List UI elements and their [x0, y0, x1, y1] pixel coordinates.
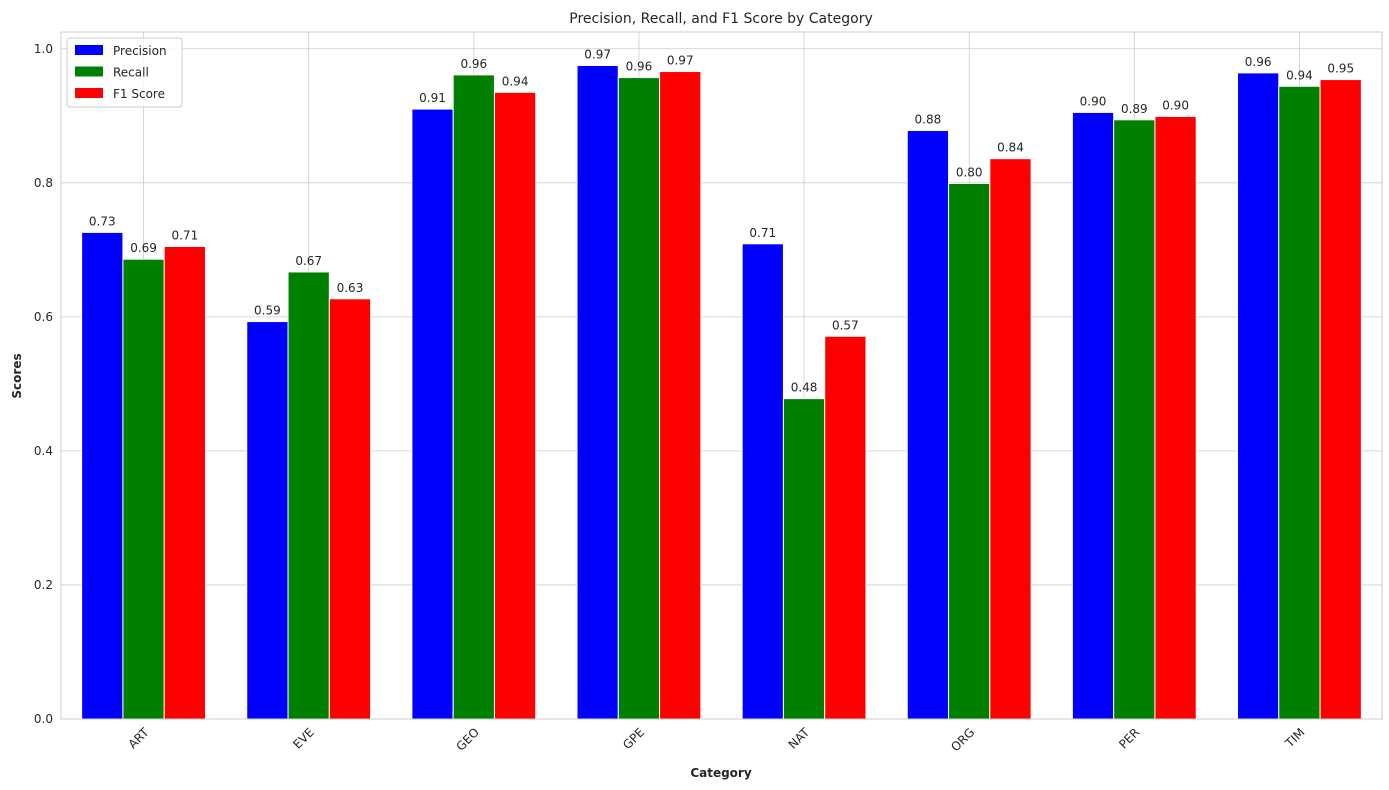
x-tick-label: GEO	[453, 725, 482, 754]
legend-label: F1 Score	[113, 87, 165, 101]
bar-precision	[741, 243, 784, 720]
bar-recall	[452, 74, 495, 720]
bar-f1-score	[1319, 79, 1362, 720]
bar-precision	[246, 321, 289, 720]
bar-precision	[1237, 72, 1280, 720]
x-tick-label: ORG	[948, 725, 977, 754]
bar-precision	[576, 65, 619, 720]
x-tick-label: EVE	[290, 725, 316, 751]
legend-label: Precision	[113, 44, 167, 58]
bar-precision	[411, 108, 454, 720]
bar-value-label: 0.97	[667, 54, 694, 68]
data-labels: 0.73 0.69 0.71 0.59 0.67 0.63 0.91 0.96 0.94 0.97…	[89, 48, 1354, 395]
bar-precision	[81, 231, 124, 720]
y-tick-label: 0.2	[34, 578, 53, 592]
bar-f1-score	[989, 158, 1032, 720]
y-tick-label: 0.8	[34, 176, 53, 190]
y-axis-ticks: 0.0 0.2 0.4 0.6 0.8 1.0	[34, 42, 53, 726]
bar-f1-score	[328, 298, 372, 720]
bar-value-label: 0.69	[130, 241, 157, 255]
legend: Precision Recall F1 Score	[66, 37, 183, 108]
bar-f1-score	[659, 71, 702, 720]
x-tick-label: TIM	[1282, 725, 1308, 751]
legend-swatch	[75, 88, 103, 98]
bar-value-label: 0.94	[1286, 68, 1313, 82]
legend-swatch	[75, 66, 103, 77]
bar-recall	[122, 258, 165, 720]
x-axis-ticks: ART EVE GEO GPE NAT ORG PER TIM	[126, 725, 1308, 755]
bar-value-label: 0.71	[171, 228, 198, 242]
bar-value-label: 0.94	[502, 74, 529, 88]
y-tick-label: 0.4	[34, 444, 53, 458]
bar-value-label: 0.96	[1245, 55, 1272, 69]
bar-value-label: 0.67	[295, 254, 322, 268]
bar-value-label: 0.57	[832, 318, 859, 332]
bar-value-label: 0.80	[956, 165, 983, 179]
x-tick-label: GPE	[620, 725, 647, 752]
bar-f1-score	[1154, 115, 1197, 720]
bar-value-label: 0.89	[1121, 102, 1148, 116]
bar-value-label: 0.96	[460, 57, 487, 71]
x-tick-label: ART	[126, 725, 153, 752]
bar-value-label: 0.97	[584, 48, 611, 62]
bar-value-label: 0.73	[89, 214, 116, 228]
bar-value-label: 0.96	[626, 60, 653, 74]
y-axis-label: Scores	[10, 353, 24, 398]
plot-frame	[60, 31, 1383, 720]
bar-recall	[948, 182, 991, 720]
bar-f1-score	[163, 245, 206, 720]
x-tick-label: PER	[1116, 725, 1142, 751]
legend-swatch	[75, 45, 103, 55]
bar-f1-score	[493, 91, 537, 720]
bar-recall	[617, 77, 661, 720]
bar-recall	[1278, 85, 1321, 720]
bar-value-label: 0.84	[997, 141, 1024, 155]
legend-label: Recall	[113, 66, 149, 80]
bar-recall	[1113, 119, 1156, 720]
bar-value-label: 0.63	[337, 281, 364, 295]
bar-precision	[1071, 111, 1115, 720]
bar-value-label: 0.95	[1327, 62, 1354, 76]
bar-value-label: 0.59	[254, 304, 281, 318]
bar-f1-score	[824, 335, 867, 720]
y-tick-label: 0.0	[34, 712, 53, 726]
bar-value-label: 0.48	[791, 381, 818, 395]
x-axis-label: Category	[690, 766, 752, 780]
bar-value-label: 0.90	[1080, 94, 1107, 108]
bar-precision	[906, 130, 950, 720]
bar-recall	[782, 398, 826, 720]
bar-value-label: 0.91	[419, 91, 446, 105]
bar-value-label: 0.71	[749, 226, 776, 240]
bar-recall	[287, 271, 330, 720]
bars	[81, 65, 1362, 720]
bar-value-label: 0.88	[915, 113, 942, 127]
y-tick-label: 0.6	[34, 310, 53, 324]
bar-value-label: 0.90	[1162, 98, 1189, 112]
chart-title: Precision, Recall, and F1 Score by Categ…	[569, 11, 872, 27]
y-tick-label: 1.0	[34, 42, 53, 56]
x-tick-label: NAT	[786, 725, 813, 752]
